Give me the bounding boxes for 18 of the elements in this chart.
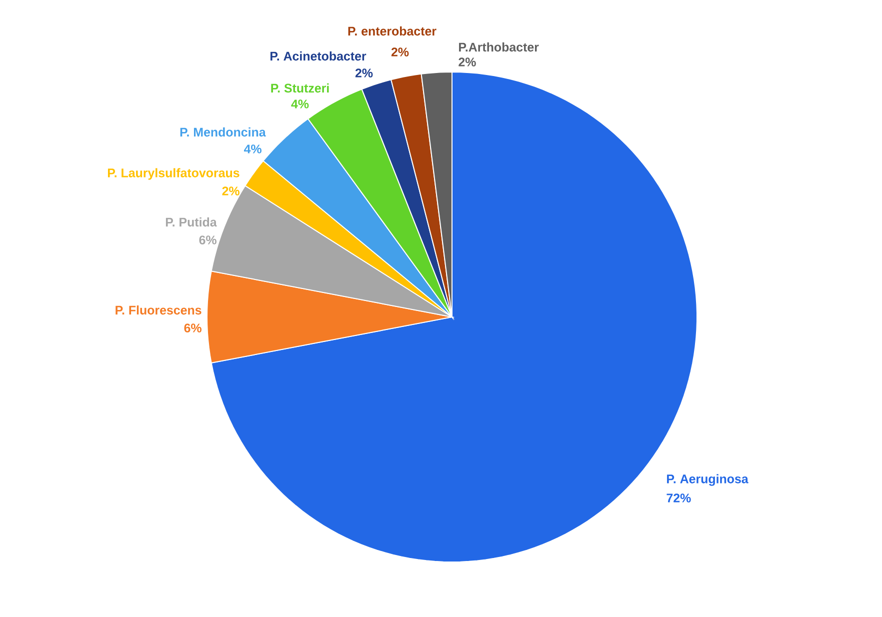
slice-label: P. Mendoncina	[180, 127, 266, 137]
data-label: 2%	[355, 68, 373, 78]
slice-label: P. Stutzeri	[271, 83, 329, 93]
data-label: 2%	[458, 58, 476, 66]
slice-label: P. enterobacter	[348, 26, 436, 36]
data-label: 72%	[666, 494, 691, 502]
data-label: 4%	[244, 144, 262, 154]
slice-label: P. Aeruginosa	[667, 474, 748, 486]
slice-label: P. Laurylsulfatovoraus	[108, 168, 240, 180]
data-label: 6%	[199, 236, 216, 244]
data-label: 2%	[222, 186, 240, 196]
slice-label: P.Arthobacter	[459, 42, 539, 52]
slice-label: P. Acinetobacter	[270, 51, 366, 61]
data-label: 6%	[184, 324, 202, 332]
data-label: 2%	[391, 48, 409, 56]
data-label: 4%	[291, 100, 309, 108]
slice-label: P. Putida	[166, 217, 217, 227]
slice-label: P. Fluorescens	[116, 305, 202, 315]
